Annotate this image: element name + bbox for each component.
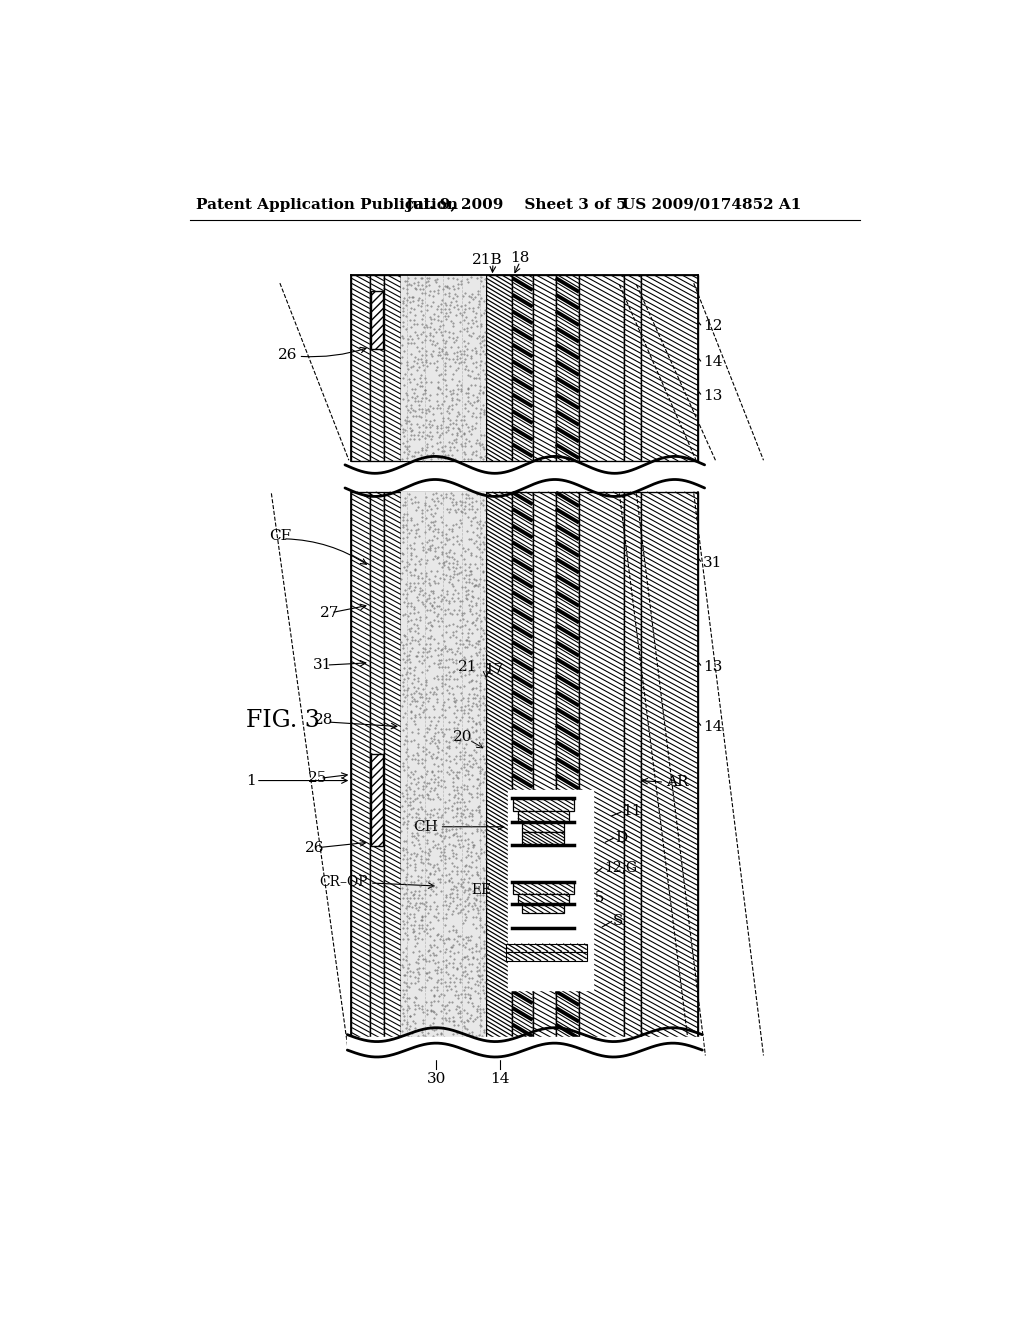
- Text: D: D: [614, 830, 627, 845]
- Bar: [522, 832, 564, 845]
- Polygon shape: [508, 789, 593, 990]
- Text: 20: 20: [453, 730, 472, 744]
- Text: 13: 13: [703, 660, 722, 673]
- Bar: [371, 754, 383, 846]
- Text: 12: 12: [703, 319, 723, 333]
- Bar: [400, 276, 486, 461]
- Bar: [512, 492, 532, 1057]
- Bar: [351, 492, 370, 1057]
- Bar: [641, 492, 698, 1057]
- Text: 18: 18: [510, 252, 529, 265]
- Bar: [370, 276, 384, 461]
- Text: 12,G: 12,G: [604, 859, 637, 874]
- Bar: [370, 492, 384, 1057]
- Text: 27: 27: [321, 606, 340, 619]
- Bar: [400, 492, 486, 1057]
- Bar: [641, 276, 698, 461]
- Bar: [384, 492, 400, 1057]
- Bar: [512, 276, 532, 461]
- Text: 21: 21: [458, 660, 477, 673]
- Text: CR–OP: CR–OP: [319, 875, 369, 890]
- Bar: [556, 492, 579, 1057]
- Text: CF: CF: [269, 529, 291, 543]
- Text: 26: 26: [305, 841, 325, 854]
- Text: EE: EE: [471, 883, 492, 896]
- Text: 30: 30: [427, 1072, 446, 1085]
- Bar: [518, 810, 569, 822]
- Bar: [384, 276, 400, 461]
- Bar: [506, 944, 587, 952]
- Text: 26: 26: [278, 347, 297, 362]
- Bar: [579, 276, 624, 461]
- Text: FIG. 3: FIG. 3: [246, 709, 319, 733]
- Text: US 2009/0174852 A1: US 2009/0174852 A1: [623, 198, 802, 211]
- Text: 21B: 21B: [472, 253, 503, 267]
- Bar: [532, 492, 556, 1057]
- Bar: [513, 882, 573, 894]
- Text: AR: AR: [666, 775, 688, 789]
- Bar: [556, 276, 579, 461]
- Text: Patent Application Publication: Patent Application Publication: [197, 198, 458, 211]
- Text: 13: 13: [703, 388, 722, 403]
- Bar: [518, 894, 569, 904]
- Text: 28: 28: [314, 714, 334, 727]
- Text: 17: 17: [484, 664, 504, 677]
- Text: 14: 14: [490, 1072, 510, 1085]
- Bar: [513, 797, 573, 810]
- Bar: [400, 276, 486, 461]
- Text: CH: CH: [413, 820, 438, 834]
- Bar: [351, 276, 370, 461]
- Text: 25: 25: [308, 771, 328, 785]
- Text: 15: 15: [586, 891, 604, 904]
- Bar: [624, 492, 641, 1057]
- Text: 14: 14: [703, 355, 723, 370]
- Bar: [371, 290, 383, 348]
- Text: 14: 14: [703, 719, 723, 734]
- Bar: [522, 904, 564, 913]
- Bar: [624, 276, 641, 461]
- Text: 1: 1: [246, 774, 256, 788]
- Text: Jul. 9, 2009    Sheet 3 of 5: Jul. 9, 2009 Sheet 3 of 5: [406, 198, 627, 211]
- Bar: [486, 276, 512, 461]
- Bar: [506, 952, 587, 961]
- Text: S: S: [613, 913, 624, 928]
- Bar: [400, 492, 486, 1057]
- Text: 31: 31: [703, 556, 722, 570]
- Bar: [532, 276, 556, 461]
- Bar: [522, 822, 564, 832]
- Bar: [486, 492, 512, 1057]
- Text: 31: 31: [312, 659, 332, 672]
- Text: 11: 11: [623, 804, 642, 818]
- Bar: [579, 492, 624, 1057]
